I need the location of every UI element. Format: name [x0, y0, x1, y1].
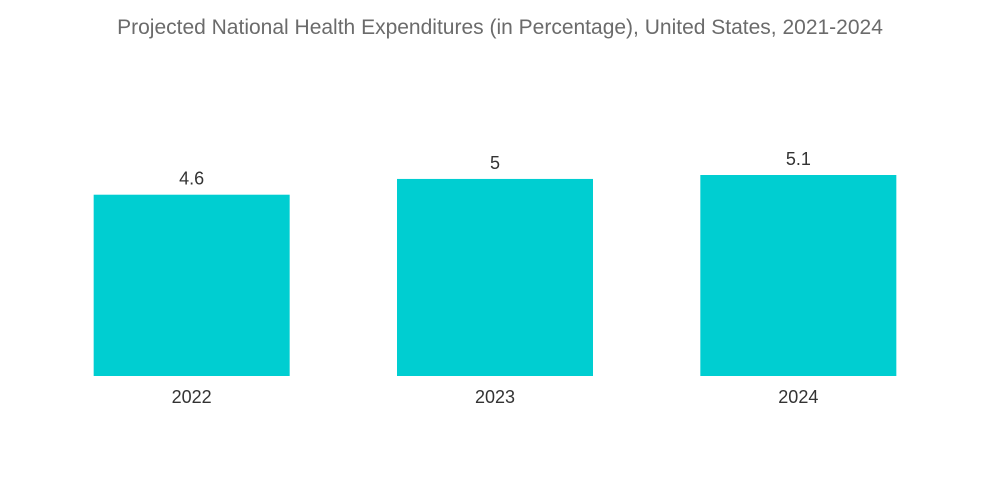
x-tick-label-2023: 2023: [475, 387, 515, 407]
bars-layer: [93, 175, 897, 376]
value-label-2024: 5.1: [786, 149, 811, 169]
bar-2023: [397, 178, 593, 376]
x-tick-label-2022: 2022: [172, 387, 212, 407]
value-label-2023: 5: [490, 153, 500, 173]
x-axis-tick-labels: 2022 2023 2024: [172, 387, 819, 407]
value-labels-layer: 4.6 5 5.1: [179, 149, 811, 189]
bar-2022: [93, 194, 290, 376]
value-label-2022: 4.6: [179, 169, 204, 189]
x-tick-label-2024: 2024: [778, 387, 818, 407]
bar-2024: [700, 175, 897, 376]
chart-title: Projected National Health Expenditures (…: [117, 16, 883, 39]
